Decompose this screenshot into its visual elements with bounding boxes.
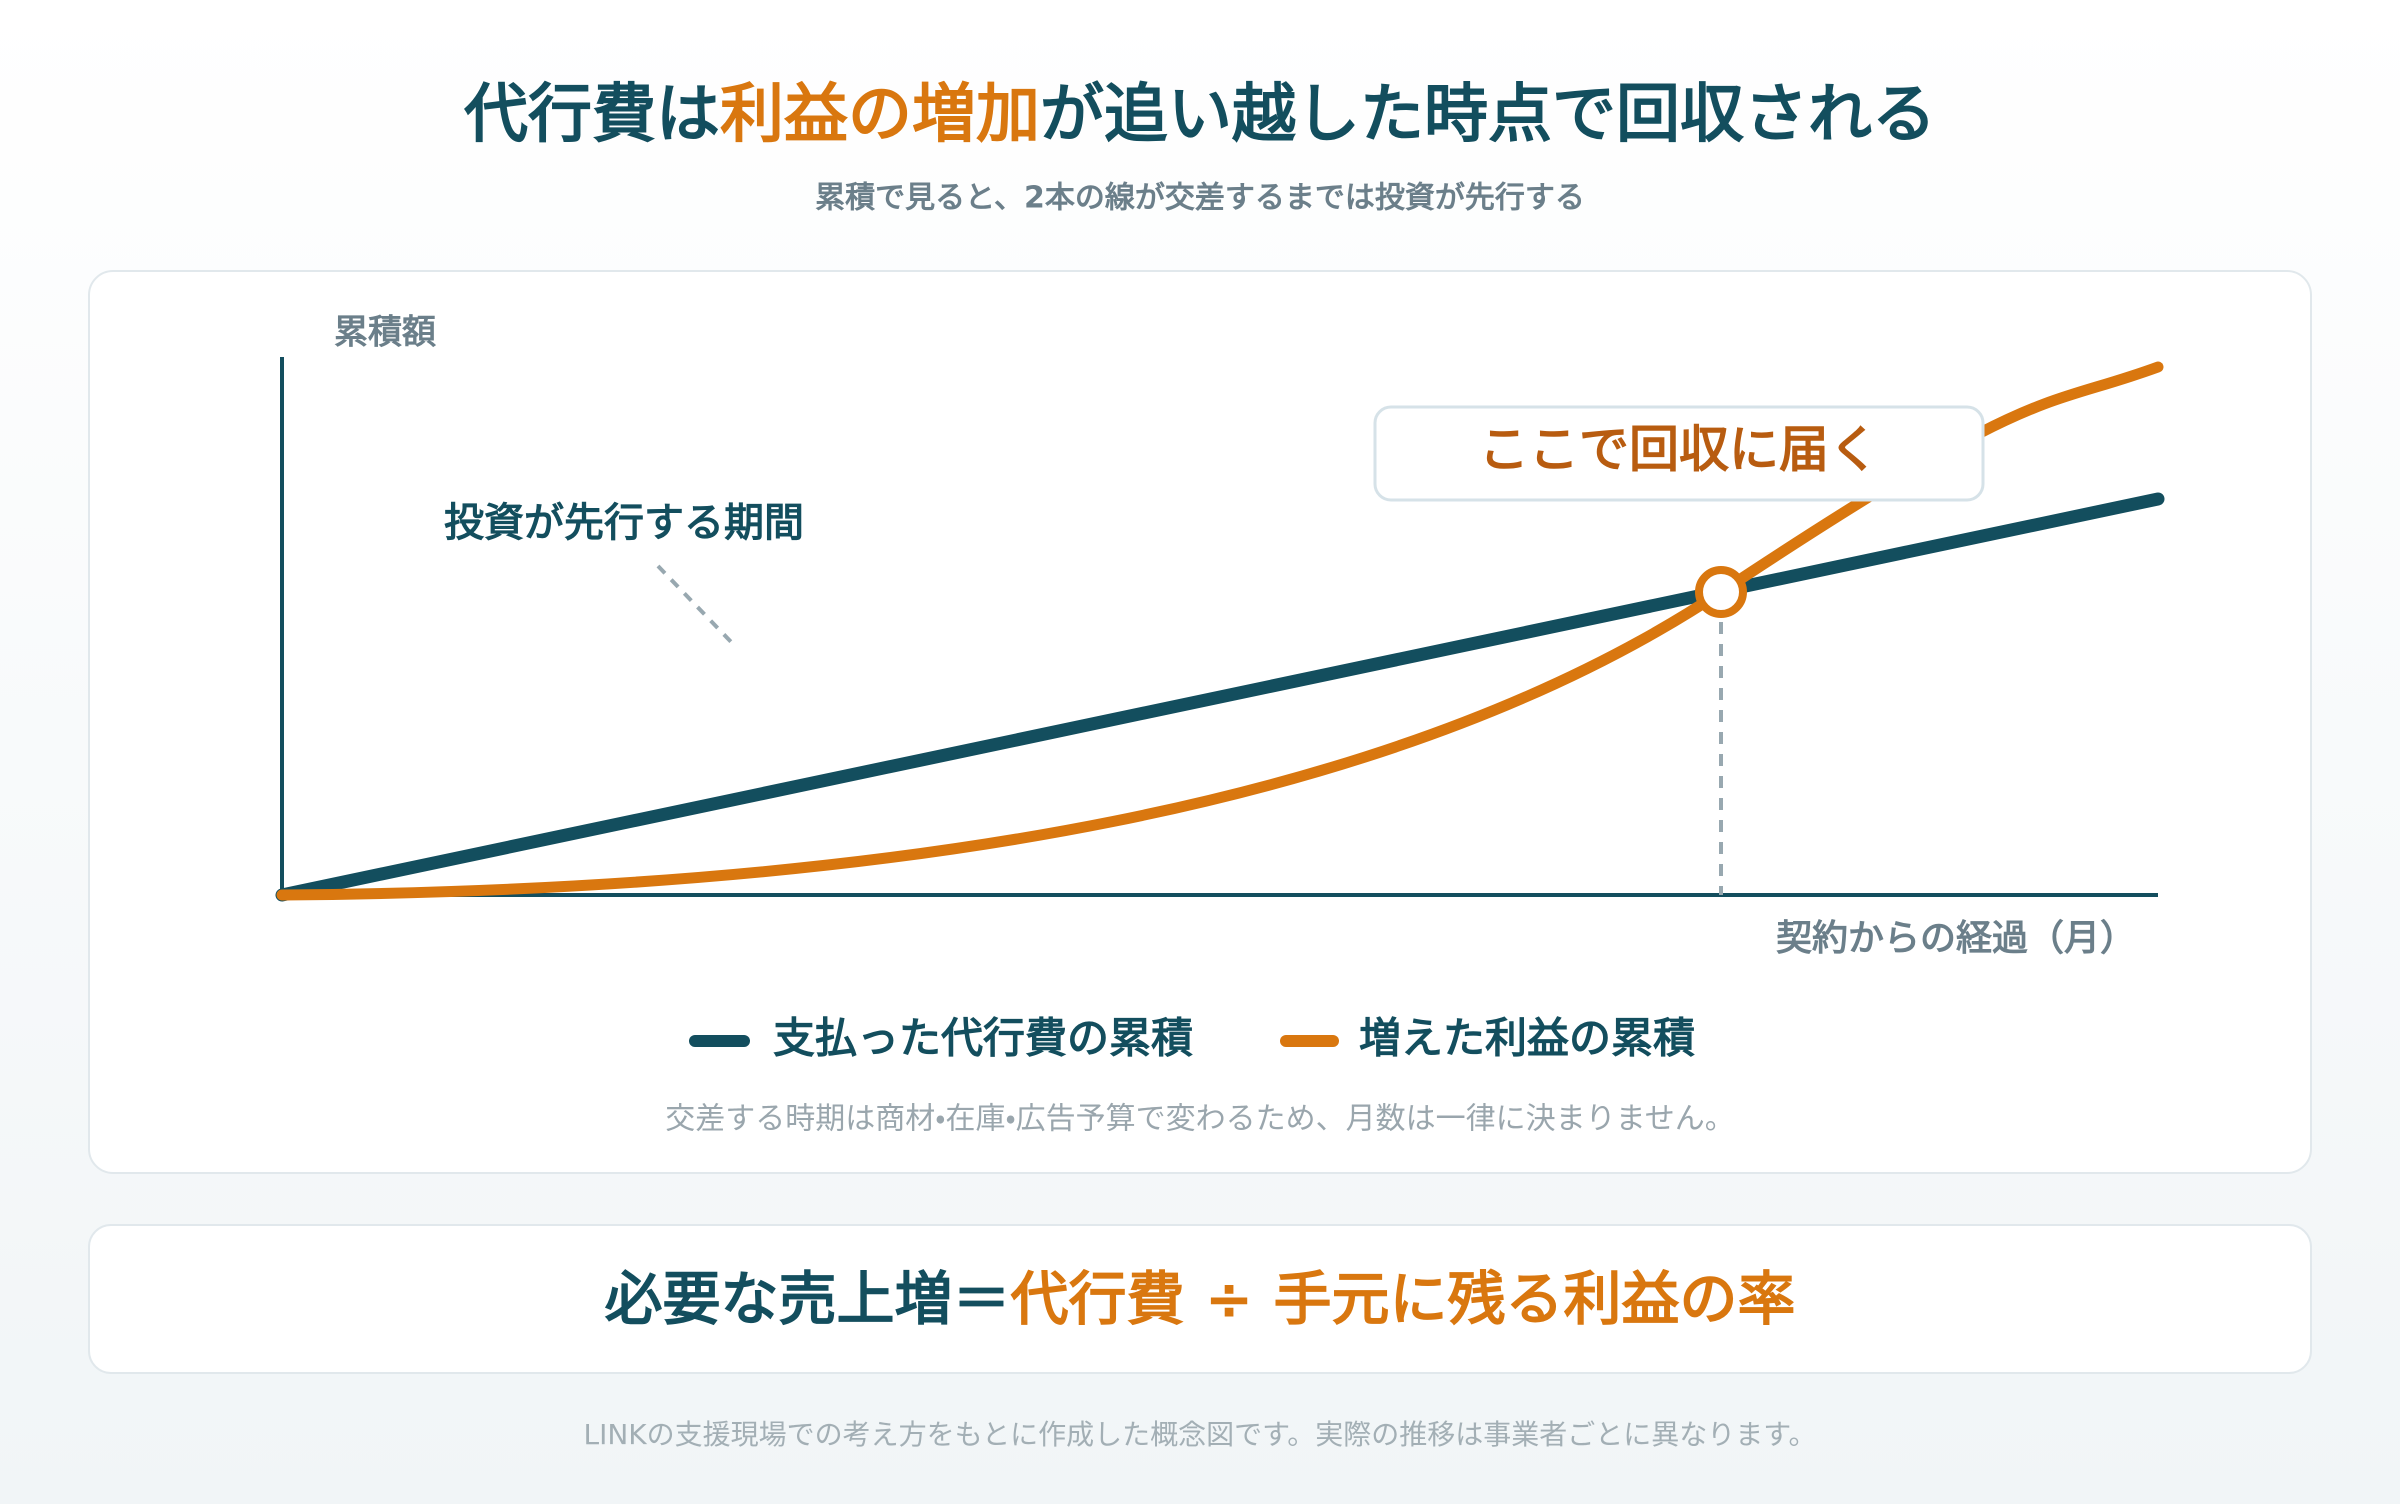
- callout: ここで回収に届く: [1479, 421, 1879, 479]
- title-part: 利益の増加: [720, 78, 1040, 152]
- period-label: 投資が先行する期間: [444, 500, 804, 546]
- x-label: 契約からの経過（月）: [1776, 918, 2136, 959]
- title: 代行費は利益の増加が追い越した時点で回収される: [463, 78, 1936, 152]
- title-part: 代行費は: [463, 78, 720, 152]
- cost-line: [275, 492, 2165, 902]
- title-part: が追い越した時点で回収される: [1040, 78, 1936, 152]
- formula-part: 代行費 ÷ 手元に残る利益の率: [1010, 1265, 1796, 1333]
- formula-part: 必要な売上増＝: [605, 1265, 1011, 1333]
- y-label: 累積額: [334, 313, 437, 353]
- subtitle: 累積で見ると、2本の線が交差するまでは投資が先行する: [815, 181, 1585, 216]
- legend-label: 増えた利益の累積: [1359, 1014, 1695, 1063]
- profit-line: [276, 361, 2164, 901]
- legend-label: 支払った代行費の累積: [773, 1014, 1193, 1063]
- formula-card: [88, 1224, 2312, 1374]
- footer: LINKの支援現場での考え方をもとに作成した概念図です。実際の推移は事業者ごとに…: [583, 1418, 1816, 1451]
- callout-box: [1373, 405, 1985, 502]
- formula: 必要な売上増＝代行費 ÷ 手元に残る利益の率: [605, 1265, 1796, 1333]
- note: 交差する時期は商材・在庫・広告予算で変わるため、月数は一律に決まりません。: [665, 1102, 1735, 1137]
- chart-card: [88, 270, 2312, 1174]
- crossing-point: [1695, 566, 1747, 618]
